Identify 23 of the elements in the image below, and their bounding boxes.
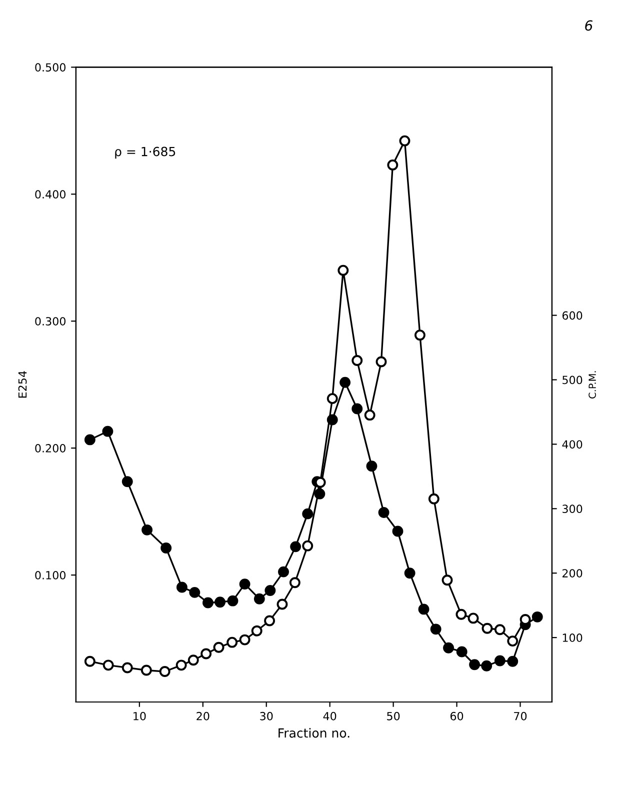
- y-tick-label: 0.400: [35, 190, 66, 199]
- y2-tick-label: 100: [562, 634, 582, 642]
- y2-tick-label: 200: [562, 569, 582, 578]
- y-tick-label: 0.300: [35, 317, 66, 326]
- y-tick-label: 0.500: [35, 63, 66, 72]
- y-tick-label: 0.200: [35, 444, 66, 452]
- text: 6: [585, 20, 592, 31]
- y-axis-title: E254: [18, 371, 27, 398]
- annotation: ρ = 1·685: [115, 146, 176, 159]
- y2-tick-label: 300: [562, 504, 582, 514]
- y2-axis-title: C.P.M.: [588, 371, 596, 398]
- x-tick-label: 30: [260, 712, 273, 720]
- x-tick-label: 70: [514, 712, 527, 720]
- x-tick-label: 10: [134, 712, 146, 720]
- y-tick-label: 0.100: [35, 571, 66, 580]
- y2-tick-label: 500: [562, 376, 582, 384]
- y2-tick-label: 600: [562, 311, 582, 320]
- y2-tick-label: 400: [562, 440, 582, 449]
- x-tick-label: 50: [387, 712, 400, 720]
- x-tick-label: 60: [450, 712, 464, 720]
- x-tick-label: 20: [196, 712, 210, 720]
- x-axis-title: Fraction no.: [278, 728, 350, 738]
- x-tick-label: 40: [323, 712, 336, 720]
